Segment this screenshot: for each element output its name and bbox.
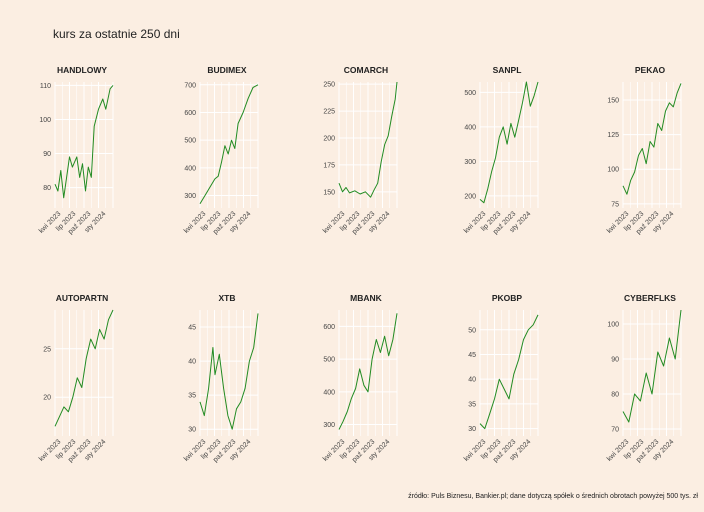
y-tick-label: 90 bbox=[611, 357, 619, 364]
y-tick-label: 400 bbox=[184, 165, 196, 172]
panel-title: COMARCH bbox=[344, 65, 388, 75]
panel-title: HANDLOWY bbox=[57, 65, 107, 75]
series-line bbox=[622, 83, 682, 195]
panel-title: PKOBP bbox=[492, 293, 523, 303]
series-line bbox=[479, 81, 539, 204]
y-tick-label: 70 bbox=[611, 427, 619, 434]
y-tick-label: 100 bbox=[607, 167, 619, 174]
y-tick-label: 400 bbox=[323, 389, 335, 396]
y-tick-label: 600 bbox=[184, 110, 196, 117]
y-tick-label: 175 bbox=[323, 162, 335, 169]
series-line bbox=[479, 314, 539, 430]
y-tick-label: 45 bbox=[468, 352, 476, 359]
y-tick-label: 100 bbox=[607, 322, 619, 329]
y-tick-label: 700 bbox=[184, 82, 196, 89]
panel-title: BUDIMEX bbox=[207, 65, 247, 75]
source-caption: źródło: Puls Biznesu, Bankier.pl; dane d… bbox=[408, 493, 698, 500]
y-tick-label: 300 bbox=[184, 193, 196, 200]
y-tick-label: 600 bbox=[323, 324, 335, 331]
panel-title: SANPL bbox=[493, 65, 522, 75]
y-tick-label: 80 bbox=[43, 185, 51, 192]
y-tick-label: 200 bbox=[323, 136, 335, 143]
panel-title: XTB bbox=[219, 293, 236, 303]
y-tick-label: 250 bbox=[323, 82, 335, 89]
y-tick-label: 150 bbox=[323, 189, 335, 196]
panel-title: PEKAO bbox=[635, 65, 666, 75]
y-tick-label: 300 bbox=[464, 159, 476, 166]
panel-title: MBANK bbox=[350, 293, 382, 303]
y-tick-label: 25 bbox=[43, 346, 51, 353]
panel-title: CYBERFLKS bbox=[624, 293, 676, 303]
y-tick-label: 225 bbox=[323, 109, 335, 116]
panel-title: AUTOPARTN bbox=[56, 293, 109, 303]
y-tick-label: 30 bbox=[188, 427, 196, 434]
y-tick-label: 40 bbox=[188, 359, 196, 366]
y-tick-label: 500 bbox=[184, 138, 196, 145]
y-tick-label: 100 bbox=[39, 117, 51, 124]
y-tick-label: 80 bbox=[611, 392, 619, 399]
y-tick-label: 500 bbox=[464, 90, 476, 97]
y-tick-label: 30 bbox=[468, 426, 476, 433]
y-tick-label: 150 bbox=[607, 98, 619, 105]
series-line bbox=[622, 309, 682, 423]
series-line bbox=[199, 84, 259, 205]
y-tick-label: 20 bbox=[43, 395, 51, 402]
y-tick-label: 125 bbox=[607, 132, 619, 139]
series-line bbox=[54, 85, 114, 199]
y-tick-label: 300 bbox=[323, 422, 335, 429]
y-tick-label: 400 bbox=[464, 124, 476, 131]
y-tick-label: 500 bbox=[323, 357, 335, 364]
page-title: kurs za ostatnie 250 dni bbox=[53, 27, 180, 41]
series-line bbox=[54, 309, 114, 427]
y-tick-label: 50 bbox=[468, 327, 476, 334]
y-tick-label: 35 bbox=[188, 393, 196, 400]
y-tick-label: 40 bbox=[468, 377, 476, 384]
series-line bbox=[338, 81, 398, 198]
y-tick-label: 45 bbox=[188, 325, 196, 332]
y-tick-label: 90 bbox=[43, 151, 51, 158]
y-tick-label: 110 bbox=[40, 83, 51, 90]
y-tick-label: 35 bbox=[468, 401, 476, 408]
y-tick-label: 75 bbox=[611, 201, 619, 208]
y-tick-label: 200 bbox=[464, 193, 476, 200]
series-line bbox=[199, 313, 259, 430]
series-line bbox=[338, 313, 398, 430]
